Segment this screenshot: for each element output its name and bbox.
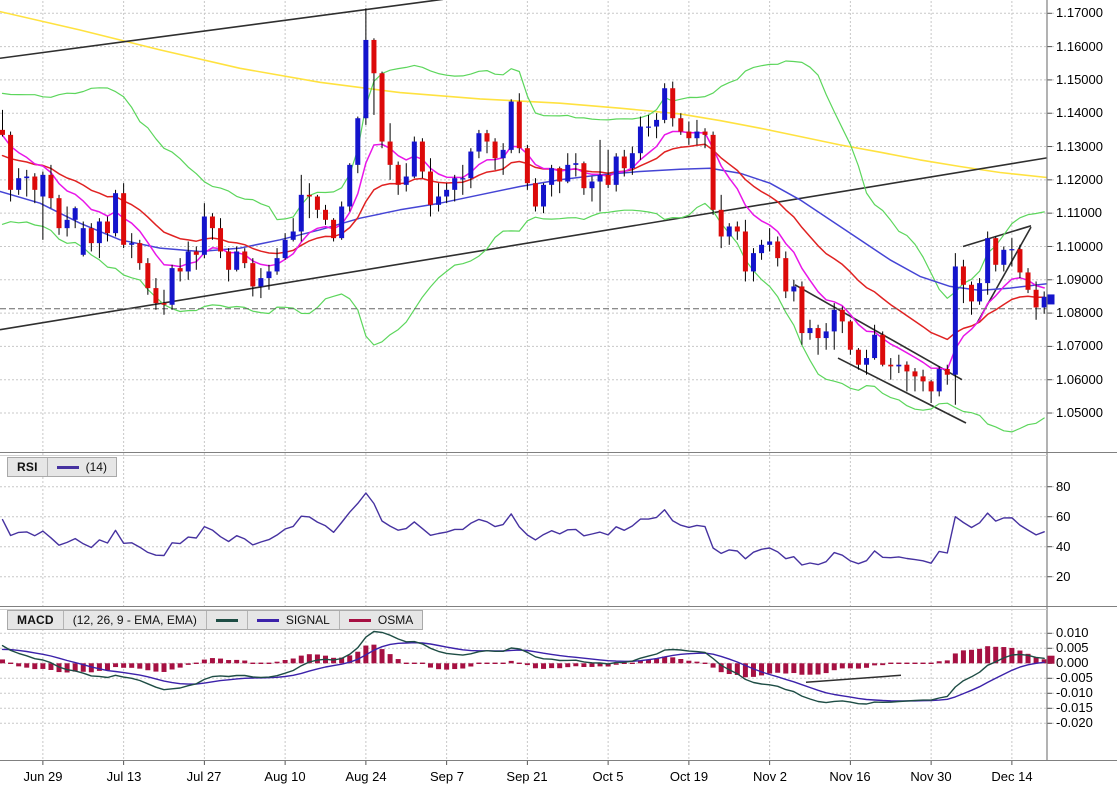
macd-axis-label: -0.015	[1056, 700, 1093, 715]
rsi-params: (14)	[85, 460, 107, 474]
panel-borders	[0, 0, 1117, 765]
rsi-axis-label: 60	[1056, 509, 1071, 524]
x-axis-label: Aug 24	[345, 769, 387, 784]
osma-swatch-icon	[348, 618, 371, 622]
price-axis-label: 1.08000	[1056, 305, 1103, 320]
candlestick-series	[0, 8, 1047, 405]
osma-histogram	[0, 644, 1047, 678]
macd-axis-label: -0.010	[1056, 685, 1093, 700]
rsi-legend: RSI (14)	[7, 457, 117, 477]
price-axis-label: 1.15000	[1056, 72, 1103, 87]
macd-axis-label: 0.000	[1056, 655, 1089, 670]
x-axis-label: Sep 21	[506, 769, 548, 784]
macd-axis-label: -0.020	[1056, 715, 1093, 730]
macd-axis-label: 0.005	[1056, 640, 1089, 655]
macd-params: (12, 26, 9 - EMA, EMA)	[72, 613, 197, 627]
x-axis-label: Oct 5	[592, 769, 624, 784]
signal-legend-cell: SIGNAL	[248, 611, 340, 629]
price-axis-label: 1.17000	[1056, 5, 1103, 20]
x-axis-label: Sep 7	[430, 769, 464, 784]
rsi-axis-label: 20	[1056, 569, 1071, 584]
price-axis-label: 1.16000	[1056, 39, 1103, 54]
x-axis-label: Jul 13	[106, 769, 142, 784]
price-panel[interactable]	[0, 0, 1047, 433]
signal-line-swatch-icon	[256, 618, 279, 622]
x-axis-label: Nov 30	[910, 769, 952, 784]
macd-line-legend-cell	[207, 611, 248, 629]
price-axis-label: 1.13000	[1056, 139, 1103, 154]
osma-label: OSMA	[377, 613, 414, 627]
current-osma-marker	[1047, 655, 1055, 664]
price-axis-label: 1.09000	[1056, 272, 1103, 287]
rsi-axis-label: 80	[1056, 479, 1071, 494]
macd-legend-params-cell: (12, 26, 9 - EMA, EMA)	[64, 611, 207, 629]
macd-legend: MACD (12, 26, 9 - EMA, EMA) SIGNAL OSMA	[7, 610, 424, 630]
x-axis-label: Dec 14	[991, 769, 1033, 784]
price-axis-label: 1.14000	[1056, 105, 1103, 120]
macd-title: MACD	[17, 613, 54, 627]
rsi-line-swatch-icon	[56, 465, 79, 469]
x-axis-label: Nov 2	[753, 769, 787, 784]
price-axis-label: 1.11000	[1056, 205, 1103, 220]
price-axis-label: 1.06000	[1056, 372, 1103, 387]
x-axis-label: Oct 19	[669, 769, 709, 784]
rsi-panel[interactable]	[1, 492, 1045, 566]
x-axis-label: Nov 16	[829, 769, 871, 784]
macd-panel[interactable]	[0, 630, 1047, 705]
rsi-legend-params-cell: (14)	[48, 458, 116, 476]
price-axis-label: 1.07000	[1056, 338, 1103, 353]
price-axis-label: 1.10000	[1056, 239, 1103, 254]
x-axis-label: Jun 29	[23, 769, 63, 784]
x-axis-label: Jul 27	[186, 769, 222, 784]
signal-label: SIGNAL	[285, 613, 330, 627]
macd-legend-name-cell: MACD	[8, 611, 64, 629]
macd-line-swatch-icon	[215, 618, 238, 622]
price-axis-label: 1.05000	[1056, 405, 1103, 420]
macd-axis-label: -0.005	[1056, 670, 1093, 685]
current-price-marker	[1047, 294, 1055, 305]
price-axis-label: 1.12000	[1056, 172, 1103, 187]
rsi-title: RSI	[17, 460, 38, 474]
osma-legend-cell: OSMA	[340, 611, 422, 629]
rsi-axis-label: 40	[1056, 539, 1071, 554]
x-axis-label: Aug 10	[264, 769, 306, 784]
gridlines	[0, 1, 1054, 760]
macd-axis-label: 0.010	[1056, 625, 1089, 640]
rsi-legend-name-cell: RSI	[8, 458, 48, 476]
